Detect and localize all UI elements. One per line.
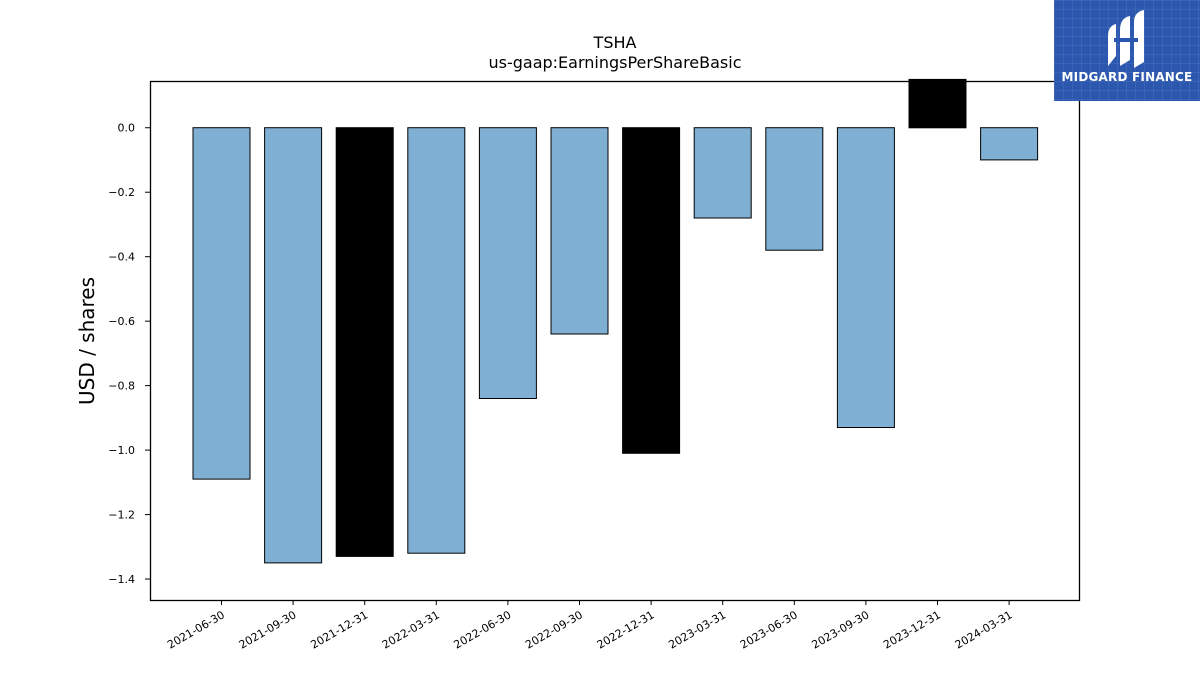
y-tick-label: −0.8: [108, 380, 135, 393]
bar-2023-06-30: [765, 127, 824, 251]
bar-2023-03-31: [693, 127, 752, 219]
y-tick-label: −1.4: [108, 573, 135, 586]
x-tick-label: 2022-03-31: [380, 608, 442, 651]
bar-2022-06-30: [478, 127, 537, 399]
x-tick-label: 2022-12-31: [595, 608, 657, 651]
bar-2022-12-31: [622, 127, 681, 454]
midgard-finance-logo: MIDGARD FINANCE: [1054, 0, 1200, 101]
y-tick-label: −1.0: [108, 444, 135, 457]
x-tick-label: 2022-09-30: [523, 608, 585, 651]
x-axis: 2021-06-30 2021-09-30 2021-12-31 2022-03-31…: [165, 600, 1015, 652]
y-tick-label: 0.0: [118, 122, 136, 135]
y-tick-label: −0.6: [108, 315, 135, 328]
x-tick-label: 2021-09-30: [237, 608, 299, 651]
bar-2021-12-31: [335, 127, 394, 557]
midgard-logo-icon: [1108, 10, 1144, 68]
bar-2021-06-30: [192, 127, 251, 480]
x-tick-label: 2023-09-30: [810, 608, 872, 651]
y-axis-label: USD / shares: [75, 277, 99, 405]
x-tick-label: 2022-06-30: [452, 608, 514, 651]
bar-2022-09-30: [550, 127, 609, 335]
x-tick-label: 2023-03-31: [666, 608, 728, 651]
x-tick-label: 2023-12-31: [881, 608, 943, 651]
logo-text: MIDGARD FINANCE: [1061, 70, 1193, 84]
bar-2023-09-30: [836, 127, 895, 428]
chart-subtitle: us-gaap:EarningsPerShareBasic: [488, 53, 741, 72]
y-tick-label: −1.2: [108, 509, 135, 522]
bar-2024-03-31: [980, 127, 1039, 161]
bar-2023-12-31: [908, 78, 967, 129]
y-tick-label: −0.2: [108, 186, 135, 199]
chart-title: TSHA: [593, 33, 637, 52]
bar-2021-09-30: [264, 127, 323, 564]
x-tick-label: 2023-06-30: [738, 608, 800, 651]
x-tick-label: 2021-06-30: [165, 608, 227, 651]
bars-group: [192, 78, 1039, 564]
x-tick-label: 2021-12-31: [308, 608, 370, 651]
bar-2022-03-31: [407, 127, 466, 554]
plot-frame: [149, 80, 1081, 602]
y-tick-label: −0.4: [108, 251, 135, 264]
y-axis: 0.0 −0.2 −0.4 −0.6 −0.8 −1.0 −1.2 −1.4: [108, 122, 150, 586]
x-tick-label: 2024-03-31: [953, 608, 1015, 651]
